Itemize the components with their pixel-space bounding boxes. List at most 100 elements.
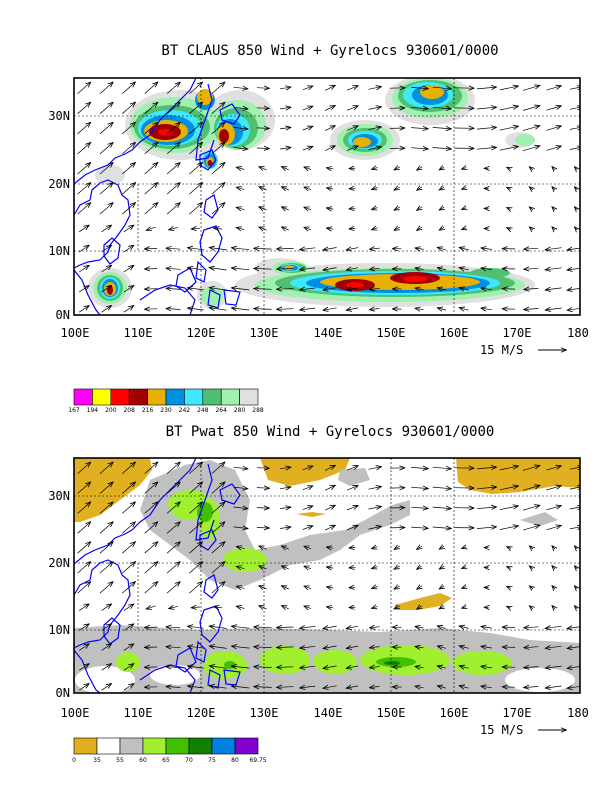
wind-vector [324, 106, 335, 111]
wind-vector [259, 187, 267, 190]
wind-vector [476, 527, 496, 529]
wind-vector [530, 566, 533, 569]
wind-vector [522, 466, 540, 471]
wind-vector [370, 667, 380, 668]
wind-vector [438, 666, 446, 668]
wind-vector [524, 288, 539, 289]
wind-vector [304, 207, 312, 210]
wind-vector [546, 686, 562, 688]
wind-vector [123, 306, 134, 313]
wind-vector [370, 308, 380, 309]
wind-vector [101, 624, 112, 631]
wind-vector [417, 606, 422, 609]
wind-vector [211, 582, 225, 594]
wind-vector [232, 308, 250, 310]
wind-vector [211, 203, 225, 215]
wind-vector [440, 187, 445, 190]
wind-vector [144, 103, 158, 114]
wind-vector [323, 646, 337, 648]
colorbar-swatch [220, 388, 240, 406]
wind-vector [347, 666, 359, 668]
wind-vector [417, 207, 422, 210]
wind-vector [282, 167, 289, 170]
wind-vector [462, 228, 466, 230]
wind-vector [166, 143, 180, 155]
wind-vector [440, 566, 445, 569]
wind-vector [568, 268, 580, 270]
wind-vector [79, 225, 89, 233]
wind-vector [189, 482, 202, 494]
wind-vector [233, 487, 248, 489]
xtick-label: 140E [314, 326, 343, 340]
wind-vector [77, 482, 91, 494]
wind-vector [300, 646, 316, 648]
wind-vector [347, 308, 359, 310]
wind-vector [304, 606, 312, 608]
wind-vector [254, 627, 272, 628]
wind-vector [415, 248, 424, 249]
wind-vector [123, 624, 134, 631]
wind-vector [417, 546, 422, 549]
wind-vector [349, 607, 356, 608]
wind-vector [324, 525, 335, 531]
wind-vector [256, 508, 269, 509]
wind-vector [546, 86, 561, 91]
wind-vector [99, 143, 113, 155]
wind-vector [394, 167, 400, 170]
wind-vector [79, 664, 89, 671]
wind-vector [166, 647, 181, 648]
wind-vector [440, 606, 445, 609]
wind-vector [347, 686, 359, 688]
wind-vector [166, 163, 180, 175]
wind-vector [323, 268, 337, 270]
wind-vector [233, 87, 248, 89]
wind-vector [232, 666, 250, 668]
wind-vector [279, 127, 291, 128]
wind-vector [462, 567, 466, 569]
wind-vector [169, 228, 178, 230]
wind-vector [189, 143, 202, 155]
wind-vector [546, 268, 562, 270]
wind-vector [77, 582, 91, 594]
wind-vector [77, 502, 91, 514]
wind-vector [237, 547, 245, 549]
wind-vector [79, 246, 89, 253]
wind-vector [569, 487, 580, 489]
ytick-label: 20N [48, 556, 70, 570]
wind-vector [460, 288, 469, 290]
wind-vector [122, 143, 135, 155]
colorbar-swatch [119, 737, 144, 755]
wind-vector [99, 482, 113, 494]
wind-vector [432, 148, 451, 150]
wind-vector [123, 604, 134, 611]
wind-vector [349, 168, 356, 169]
wind-vector [254, 687, 272, 688]
colorbar-label: 0 [72, 757, 76, 764]
wind-vector [122, 482, 135, 494]
wind-vector [189, 542, 202, 554]
wind-vector [499, 526, 518, 530]
colorbar-swatch [165, 388, 185, 406]
wind-vector [233, 127, 248, 129]
wind-vector [411, 467, 428, 468]
wind-vector [101, 644, 112, 651]
ytick-label: 20N [48, 177, 70, 191]
wind-vector [101, 604, 112, 611]
wind-vector [394, 586, 400, 589]
wind-vector [569, 527, 580, 529]
panel2-y-ticks: 30N 20N 10N 0N [48, 489, 70, 700]
colorbar-swatch [188, 737, 213, 755]
wind-vector [144, 562, 158, 574]
wind-vector [481, 288, 492, 290]
wind-vector [507, 188, 511, 190]
wind-vector [349, 547, 356, 548]
wind-vector [507, 208, 511, 210]
wind-vector [347, 626, 359, 628]
wind-vector [189, 123, 202, 135]
xtick-label: 130E [250, 706, 279, 720]
wind-vector [432, 527, 451, 529]
wind-vector [368, 107, 382, 110]
wind-vector [476, 127, 496, 129]
wind-vector [144, 183, 158, 195]
wind-vector [144, 482, 158, 494]
